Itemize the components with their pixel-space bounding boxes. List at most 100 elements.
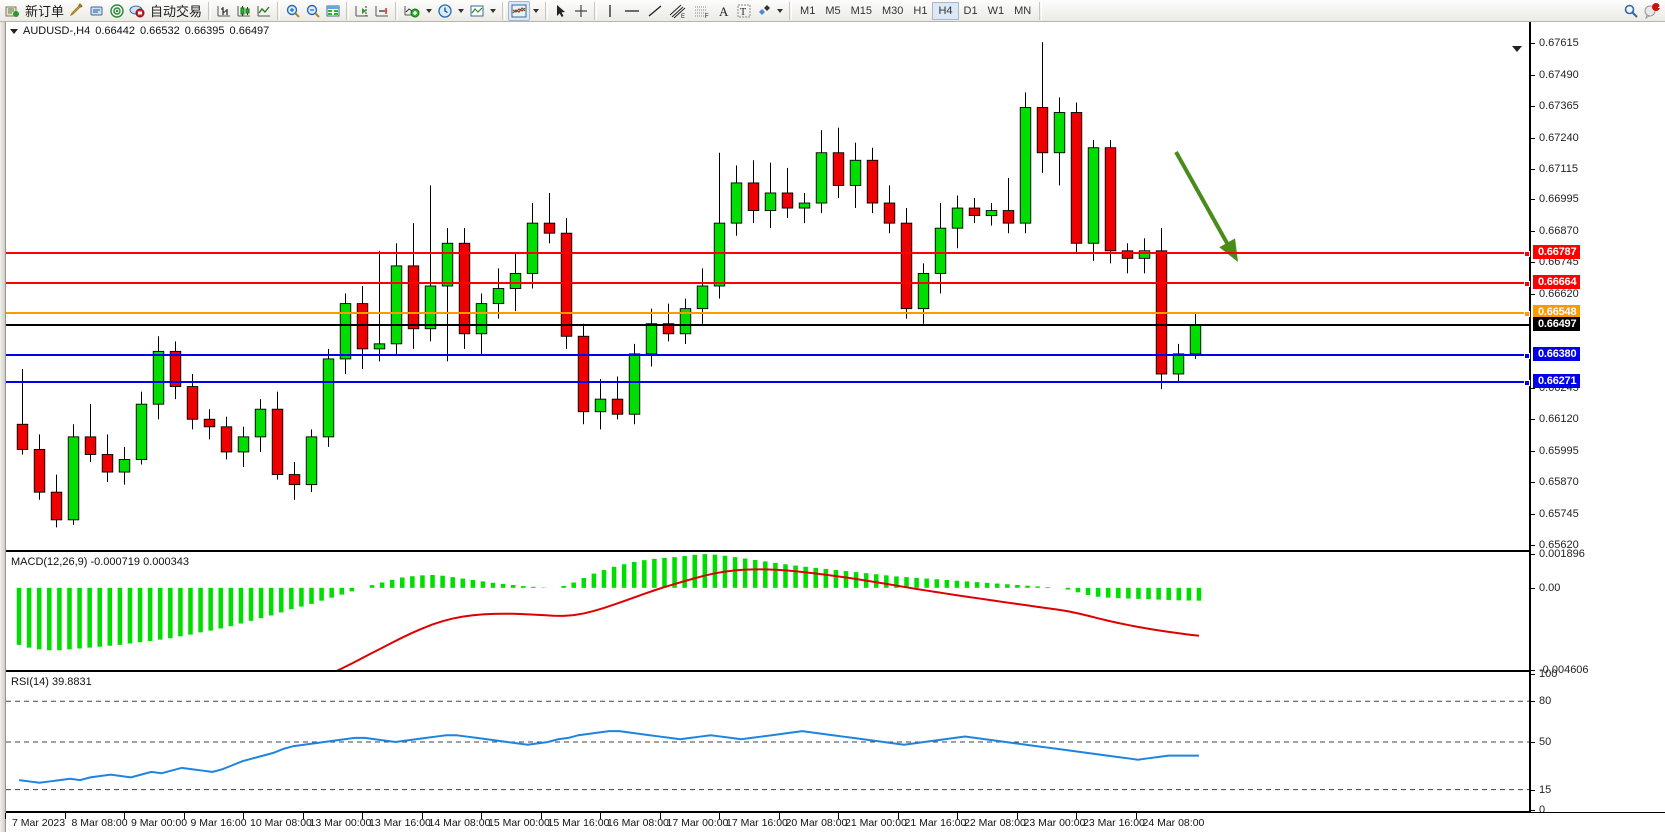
price-axis-tick: 0.65995 — [1531, 445, 1579, 457]
templates-icon[interactable] — [467, 1, 487, 21]
chart-open: 0.66442 — [95, 25, 135, 37]
equidistant-channel-icon[interactable]: E — [666, 1, 690, 21]
line-chart-icon[interactable] — [254, 1, 274, 21]
chart-style-icon[interactable] — [508, 0, 531, 21]
chevron-down-icon-shapes[interactable] — [777, 8, 784, 13]
pencil-yellow-icon[interactable] — [67, 1, 87, 21]
shift-chart-icon[interactable] — [352, 1, 372, 21]
time-axis-tick: 15 Mar 16:00 — [540, 813, 610, 829]
price-axis-tick: 0.65745 — [1531, 508, 1579, 520]
new-order-icon[interactable] — [2, 1, 22, 21]
price-axis-label-resistance-1[interactable]: 0.66664 — [1533, 275, 1581, 290]
left-scale-strip — [0, 22, 6, 832]
time-axis-tick: 23 Mar 00:00 — [1016, 813, 1086, 829]
trendline-icon[interactable] — [644, 1, 666, 21]
price-line-last-price[interactable] — [6, 324, 1529, 327]
hline-icon[interactable] — [620, 1, 644, 21]
data-window-icon[interactable] — [323, 1, 343, 21]
timeframe-h4[interactable]: H4 — [932, 1, 959, 20]
timeframe-h1[interactable]: H1 — [913, 4, 928, 17]
price-axis-label-support-1[interactable]: 0.66380 — [1533, 346, 1581, 361]
bar-chart-icon[interactable] — [214, 1, 234, 21]
toolbar-divider-2 — [277, 1, 281, 20]
price-axis-tick: 0.66120 — [1531, 413, 1579, 425]
vline-icon[interactable] — [600, 1, 620, 21]
timeframe-m15[interactable]: M15 — [850, 4, 872, 17]
new-order-label[interactable]: 新订单 — [25, 4, 65, 19]
macd-panel[interactable]: MACD(12,26,9) -0.000719 0.000343 — [6, 554, 1529, 672]
timeframe-m1[interactable]: M1 — [800, 4, 816, 17]
chevron-down-icon-indicator[interactable] — [426, 8, 433, 13]
price-line-handle[interactable] — [1524, 310, 1530, 317]
chart-menu-caret-icon[interactable] — [10, 28, 18, 34]
add-indicator-icon[interactable] — [401, 1, 423, 21]
price-line-resistance-1[interactable] — [6, 281, 1530, 288]
timeframe-d1[interactable]: D1 — [963, 4, 978, 17]
search-icon[interactable] — [1621, 1, 1641, 21]
price-line-pivot[interactable] — [6, 310, 1530, 317]
time-axis[interactable]: 7 Mar 2023 8 Mar 08:00 9 Mar 00:00 9 Mar 16… — [4, 812, 1665, 839]
crosshair-icon[interactable] — [571, 1, 591, 21]
candlestick-series — [16, 42, 1202, 528]
chevron-down-icon-period[interactable] — [458, 8, 465, 13]
time-axis-tick: 15 Mar 00:00 — [481, 813, 550, 829]
price-line-handle[interactable] — [1524, 380, 1530, 387]
toolbar-divider-4 — [395, 1, 399, 20]
zoom-in-icon[interactable] — [283, 1, 303, 21]
price-axis-tick: 0.66995 — [1531, 193, 1579, 205]
price-axis-label-support-2[interactable]: 0.66271 — [1533, 374, 1581, 389]
price-axis-tick: 0.67240 — [1531, 132, 1579, 144]
chevron-down-icon-style[interactable] — [533, 8, 540, 13]
auto-trading-label[interactable]: 自动交易 — [150, 4, 203, 19]
price-line-support-1[interactable] — [6, 352, 1530, 359]
text-label-icon[interactable]: T — [734, 1, 754, 21]
price-line-handle[interactable] — [1524, 250, 1530, 257]
terminal-icon[interactable] — [87, 1, 107, 21]
time-axis-tick: 10 Mar 08:00 — [243, 813, 312, 829]
price-axis-label-pivot[interactable]: 0.66548 — [1533, 304, 1581, 319]
time-axis-tick: 13 Mar 16:00 — [362, 813, 431, 829]
zoom-out-icon[interactable] — [303, 1, 323, 21]
price-line-handle[interactable] — [1524, 352, 1530, 359]
auto-scroll-icon[interactable] — [372, 1, 392, 21]
signal-icon[interactable] — [107, 1, 127, 21]
rsi-axis-tick: 100 — [1531, 668, 1557, 680]
text-icon[interactable]: A — [714, 1, 734, 21]
price-line-resistance-2[interactable] — [6, 250, 1530, 257]
svg-text:E: E — [681, 14, 685, 19]
cursor-icon[interactable] — [551, 1, 571, 21]
svg-text:A: A — [719, 4, 729, 19]
timeframe-m5[interactable]: M5 — [825, 4, 841, 17]
alert-badge-icon[interactable]: 1 — [1641, 1, 1663, 21]
chart-header: AUDUSD-,H4 0.66442 0.66532 0.66395 0.664… — [10, 25, 269, 37]
period-clock-icon[interactable] — [435, 1, 455, 21]
price-panel[interactable] — [6, 22, 1530, 552]
chart-collapse-caret-icon[interactable] — [1512, 46, 1522, 52]
price-axis-label-resistance-2[interactable]: 0.66787 — [1533, 244, 1581, 259]
macd-series — [16, 554, 1202, 670]
shapes-icon[interactable] — [754, 1, 774, 21]
toolbar-divider-3 — [346, 1, 350, 20]
autotrade-icon[interactable] — [127, 1, 147, 21]
timeframe-w1[interactable]: W1 — [987, 4, 1005, 17]
rsi-panel[interactable]: RSI(14) 39.8831 — [6, 674, 1529, 812]
price-axis[interactable]: 0.67615 0.67490 0.67365 0.67240 0.67115 0.669… — [1529, 22, 1665, 816]
time-axis-tick: 16 Mar 08:00 — [600, 813, 669, 829]
time-axis-tick: 21 Mar 16:00 — [897, 813, 967, 829]
candlestick-chart-icon[interactable] — [234, 1, 254, 21]
price-axis-tick: 0.65870 — [1531, 476, 1579, 488]
time-axis-tick: 22 Mar 08:00 — [957, 813, 1026, 829]
price-line-handle[interactable] — [1524, 281, 1530, 288]
chart-area[interactable]: AUDUSD-,H4 0.66442 0.66532 0.66395 0.664… — [0, 22, 1665, 839]
price-axis-tick: 0.66745 — [1531, 256, 1579, 268]
time-axis-tick: 13 Mar 00:00 — [302, 813, 372, 829]
fibonacci-icon[interactable]: F — [690, 1, 714, 21]
timeframe-mn[interactable]: MN — [1014, 4, 1032, 17]
price-line-support-2[interactable] — [6, 380, 1530, 387]
timeframe-m30[interactable]: M30 — [882, 4, 904, 17]
price-axis-tick: 0.67115 — [1531, 163, 1578, 175]
time-axis-tick: 20 Mar 08:00 — [778, 813, 848, 829]
price-axis-label-last-price[interactable]: 0.66497 — [1533, 317, 1581, 332]
chevron-down-icon-templates[interactable] — [490, 8, 497, 13]
